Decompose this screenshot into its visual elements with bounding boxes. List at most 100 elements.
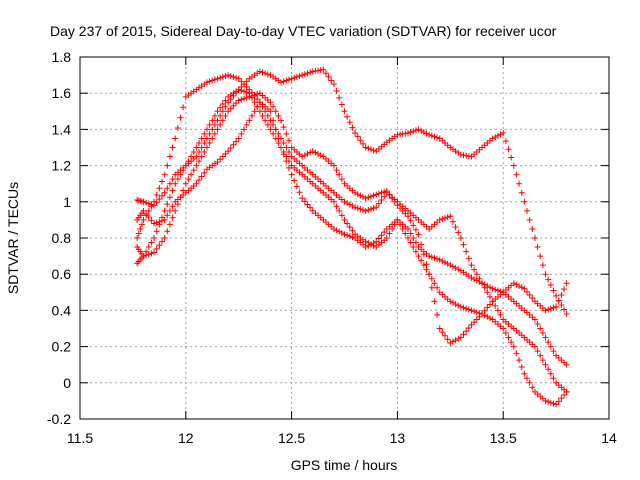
data-point: [243, 94, 250, 101]
data-point: [500, 325, 507, 332]
data-point: [531, 235, 538, 241]
data-point: [166, 180, 173, 187]
data-point: [367, 193, 374, 200]
data-point: [545, 306, 552, 313]
data-point: [431, 280, 438, 287]
data-point: [222, 150, 229, 157]
data-point: [494, 287, 501, 294]
data-point: [182, 180, 189, 187]
data-point: [235, 97, 242, 104]
data-point: [143, 211, 150, 218]
data-point: [198, 173, 205, 180]
data-point: [526, 292, 533, 299]
data-point: [465, 306, 472, 313]
data-point: [508, 154, 515, 161]
data-point: [193, 153, 200, 160]
data-point: [486, 301, 493, 308]
data-point: [486, 315, 493, 322]
data-point: [341, 108, 348, 115]
data-point: [412, 127, 419, 134]
data-point: [238, 78, 245, 85]
data-point: [545, 276, 552, 283]
data-point: [158, 238, 165, 245]
data-point: [333, 203, 340, 210]
data-point: [365, 242, 372, 249]
data-point: [468, 262, 475, 269]
data-point: [505, 334, 512, 341]
data-point: [251, 108, 258, 115]
data-point: [169, 214, 176, 221]
data-point: [209, 77, 216, 84]
data-point: [481, 284, 488, 291]
data-point: [399, 207, 406, 214]
data-point: [492, 302, 499, 309]
data-point: [280, 151, 287, 158]
data-point: [550, 400, 557, 407]
data-point: [473, 309, 480, 316]
y-tick-label: 1.6: [52, 85, 72, 101]
data-point: [486, 284, 493, 291]
data-point: [214, 75, 221, 82]
data-point: [436, 325, 443, 332]
data-point: [431, 133, 438, 140]
data-point: [272, 126, 279, 133]
data-point: [259, 112, 266, 119]
data-point: [299, 153, 306, 160]
data-point: [362, 144, 369, 151]
data-point: [407, 239, 414, 246]
grid-layer: [80, 57, 609, 419]
x-tick-label: 13: [390, 430, 406, 446]
data-point: [447, 213, 454, 220]
data-point: [492, 134, 499, 141]
data-point: [386, 191, 393, 198]
data-point: [188, 153, 195, 160]
data-point: [203, 126, 210, 133]
data-point: [521, 370, 528, 377]
data-point: [161, 189, 168, 196]
data-point: [164, 228, 171, 235]
data-point: [243, 83, 250, 90]
data-point: [516, 282, 523, 289]
data-point: [442, 332, 449, 339]
data-point: [539, 262, 546, 269]
data-point: [211, 76, 218, 83]
data-point: [227, 144, 234, 151]
data-point: [338, 101, 345, 108]
data-point: [338, 212, 345, 219]
data-point: [151, 249, 158, 256]
data-point: [307, 149, 314, 156]
data-point: [307, 204, 314, 211]
data-point: [555, 398, 562, 405]
data-point: [510, 280, 517, 287]
data-point: [505, 146, 512, 153]
data-point: [394, 202, 401, 209]
data-point: [463, 328, 470, 335]
data-point: [214, 117, 221, 124]
data-point: [420, 251, 427, 258]
data-point: [526, 216, 533, 223]
data-point: [206, 121, 213, 128]
data-point: [275, 135, 282, 142]
data-point: [145, 200, 152, 207]
data-point: [561, 286, 568, 293]
data-point: [508, 339, 515, 346]
data-point: [161, 216, 168, 223]
data-point: [516, 180, 523, 187]
data-point: [172, 180, 179, 187]
x-tick-label: 12.5: [278, 430, 305, 446]
data-point: [439, 329, 446, 336]
data-point: [301, 152, 308, 159]
data-point: [434, 255, 441, 262]
data-point: [426, 131, 433, 138]
data-point: [140, 216, 147, 223]
data-point: [399, 225, 406, 232]
series-track-3: [134, 66, 570, 318]
data-point: [484, 313, 491, 320]
data-point: [550, 304, 557, 311]
data-point: [217, 104, 224, 111]
data-point: [365, 206, 372, 213]
data-point: [138, 221, 145, 228]
data-point: [267, 126, 274, 133]
data-point: [278, 79, 285, 86]
data-point: [545, 366, 552, 373]
